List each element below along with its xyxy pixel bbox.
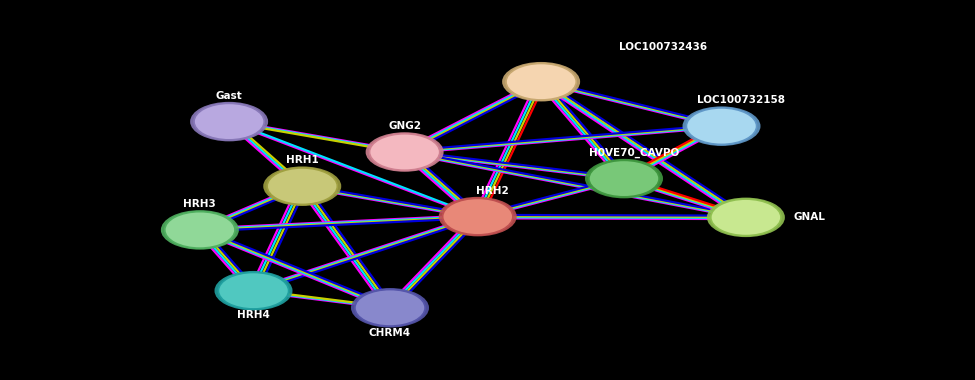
Text: H0VE70_CAVPO: H0VE70_CAVPO — [589, 147, 679, 158]
Ellipse shape — [194, 103, 264, 140]
Ellipse shape — [263, 166, 341, 206]
Ellipse shape — [711, 199, 781, 236]
Ellipse shape — [190, 102, 268, 141]
Ellipse shape — [218, 272, 289, 309]
Ellipse shape — [439, 197, 517, 236]
Text: LOC100732158: LOC100732158 — [697, 95, 785, 105]
Ellipse shape — [707, 198, 785, 237]
Text: HRH2: HRH2 — [476, 186, 509, 196]
Ellipse shape — [161, 210, 239, 250]
Ellipse shape — [585, 159, 663, 198]
Text: Gast: Gast — [215, 91, 243, 101]
Ellipse shape — [502, 62, 580, 101]
Ellipse shape — [355, 290, 425, 326]
Text: LOC100732436: LOC100732436 — [619, 43, 707, 52]
Ellipse shape — [165, 212, 235, 248]
Text: HRH3: HRH3 — [183, 199, 216, 209]
Ellipse shape — [506, 63, 576, 100]
Text: GNG2: GNG2 — [388, 121, 421, 131]
Text: HRH4: HRH4 — [237, 310, 270, 320]
Text: CHRM4: CHRM4 — [369, 328, 411, 337]
Ellipse shape — [267, 168, 337, 204]
Text: GNAL: GNAL — [794, 212, 825, 222]
Ellipse shape — [366, 132, 444, 172]
Text: HRH1: HRH1 — [286, 155, 319, 165]
Ellipse shape — [686, 108, 757, 144]
Ellipse shape — [351, 288, 429, 328]
Ellipse shape — [589, 160, 659, 197]
Ellipse shape — [370, 134, 440, 170]
Ellipse shape — [214, 271, 292, 310]
Ellipse shape — [443, 198, 513, 235]
Ellipse shape — [682, 106, 761, 146]
